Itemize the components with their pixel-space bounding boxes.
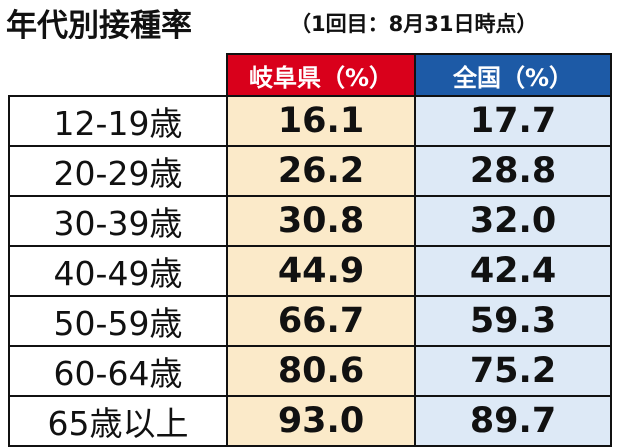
cell-value: 28.8 <box>414 145 612 197</box>
row-label: 20-29歳 <box>8 145 228 197</box>
column-header: 全国（%） <box>414 53 612 96</box>
cell-value: 17.7 <box>414 95 612 147</box>
cell-value: 30.8 <box>226 195 416 247</box>
table-row: 60-64歳 80.6 75.2 <box>8 345 612 397</box>
cell-value: 44.9 <box>226 245 416 297</box>
table-row: 30-39歳 30.8 32.0 <box>8 195 612 247</box>
row-label: 40-49歳 <box>8 245 228 297</box>
row-label: 50-59歳 <box>8 295 228 347</box>
row-label: 60-64歳 <box>8 345 228 397</box>
row-label: 65歳以上 <box>8 395 228 447</box>
table-row: 40-49歳 44.9 42.4 <box>8 245 612 297</box>
page: 年代別接種率 （1回目：8月31日時点） 岐阜県（%） 全国（%） 12-19歳… <box>6 8 612 447</box>
table-row: 50-59歳 66.7 59.3 <box>8 295 612 347</box>
cell-value: 66.7 <box>226 295 416 347</box>
table-row: 65歳以上 93.0 89.7 <box>8 395 612 447</box>
title: 年代別接種率 <box>6 8 192 44</box>
blank-header <box>9 54 227 96</box>
table-body: 12-19歳 16.1 17.7 20-29歳 26.2 28.8 30-39歳 30.8 32… <box>8 95 612 447</box>
table-row: 20-29歳 26.2 28.8 <box>8 145 612 197</box>
cell-value: 75.2 <box>414 345 612 397</box>
cell-value: 42.4 <box>414 245 612 297</box>
cell-value: 93.0 <box>226 395 416 447</box>
header-row: 岐阜県（%） 全国（%） <box>9 53 612 96</box>
cell-value: 32.0 <box>414 195 612 247</box>
cell-value: 26.2 <box>226 145 416 197</box>
cell-value: 80.6 <box>226 345 416 397</box>
table: 岐阜県（%） 全国（%） 12-19歳 16.1 17.7 20-29歳 26.2 28.… <box>8 53 612 447</box>
table-row: 12-19歳 16.1 17.7 <box>8 95 612 147</box>
cell-value: 59.3 <box>414 295 612 347</box>
subtitle: （1回目：8月31日時点） <box>290 12 538 36</box>
cell-value: 89.7 <box>414 395 612 447</box>
row-label: 30-39歳 <box>8 195 228 247</box>
column-header: 岐阜県（%） <box>226 53 416 96</box>
row-label: 12-19歳 <box>8 95 228 147</box>
cell-value: 16.1 <box>226 95 416 147</box>
